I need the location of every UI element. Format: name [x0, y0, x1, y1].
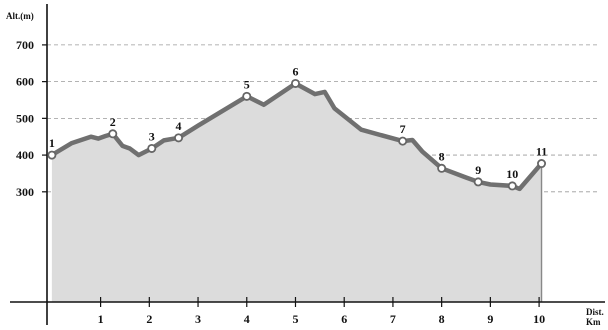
- waypoint-label-1: 1: [49, 136, 55, 150]
- elevation-area: [51, 83, 542, 302]
- y-tick-label-500: 500: [16, 111, 34, 125]
- x-tick-label-10: 10: [533, 312, 545, 326]
- waypoint-label-10: 10: [506, 167, 518, 181]
- waypoint-marker-2: [108, 129, 118, 139]
- waypoint-marker-9: [473, 177, 483, 187]
- x-tick-label-2: 2: [146, 312, 152, 326]
- waypoint-marker-5: [242, 91, 252, 101]
- waypoint-marker-1: [47, 150, 57, 160]
- y-axis-title: Alt.(m): [6, 11, 34, 21]
- waypoint-label-5: 5: [244, 77, 250, 91]
- elevation-profile-line: [49, 81, 544, 192]
- labels: Alt.(m) Dist. Km 300 400 500 600 700 1 2 3 4 5 6 7 8…: [6, 11, 604, 327]
- x-axis-title-line1: Dist.: [586, 307, 604, 317]
- waypoint-label-6: 6: [292, 64, 298, 78]
- x-tick-label-7: 7: [390, 312, 396, 326]
- y-tick-label-300: 300: [16, 185, 34, 199]
- waypoint-label-2: 2: [110, 115, 116, 129]
- waypoint-marker-10: [507, 181, 517, 191]
- waypoint-marker-11: [537, 159, 547, 169]
- x-tick-label-9: 9: [487, 312, 493, 326]
- x-tick-label-8: 8: [439, 312, 445, 326]
- profile-line-layer: [49, 81, 544, 192]
- x-axis-title-line2: Km: [586, 317, 601, 327]
- x-tick-label-1: 1: [98, 312, 104, 326]
- y-tick-label-400: 400: [16, 148, 34, 162]
- waypoint-marker-3: [147, 143, 157, 153]
- waypoint-label-8: 8: [439, 149, 445, 163]
- x-tick-label-6: 6: [341, 312, 347, 326]
- axes: [10, 4, 605, 325]
- area-layer: [51, 83, 543, 302]
- waypoint-label-3: 3: [149, 129, 155, 143]
- waypoint-label-4: 4: [176, 119, 182, 133]
- x-tick-label-4: 4: [244, 312, 250, 326]
- waypoint-marker-4: [174, 133, 184, 143]
- x-tick-label-3: 3: [195, 312, 201, 326]
- waypoint-marker-8: [437, 163, 447, 173]
- waypoint-marker-7: [398, 136, 408, 146]
- waypoints: [47, 78, 547, 191]
- waypoint-label-9: 9: [475, 163, 481, 177]
- waypoint-marker-6: [290, 78, 300, 88]
- y-tick-label-600: 600: [16, 75, 34, 89]
- waypoint-label-7: 7: [400, 122, 406, 136]
- x-tick-label-5: 5: [292, 312, 298, 326]
- waypoint-label-11: 11: [536, 145, 547, 159]
- y-tick-label-700: 700: [16, 38, 34, 52]
